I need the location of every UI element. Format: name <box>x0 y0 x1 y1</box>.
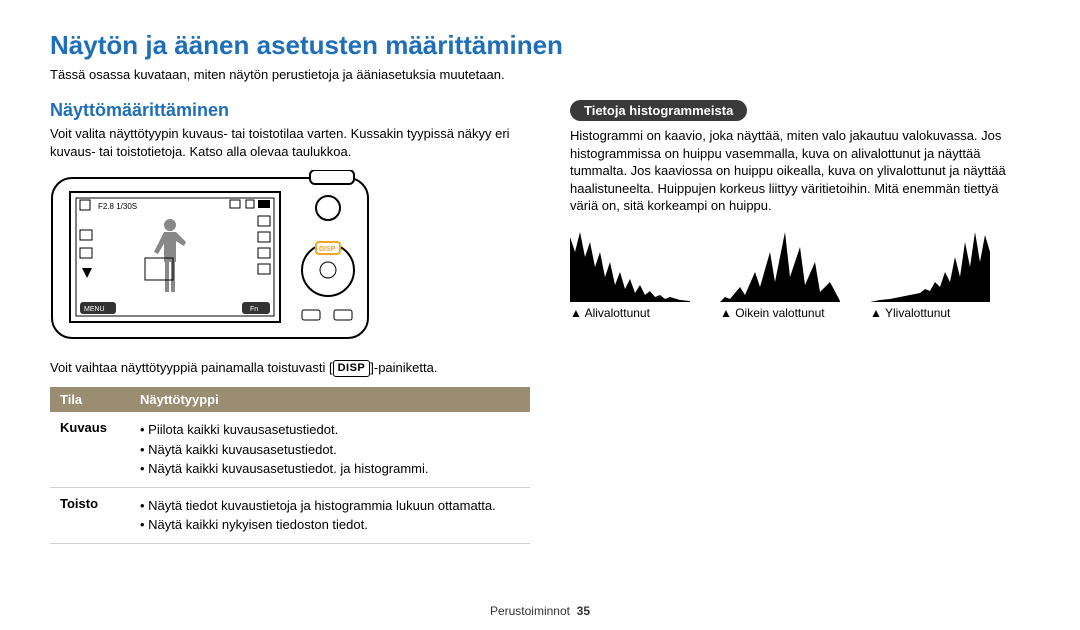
camera-svg: F2.8 1/30S <box>50 170 370 340</box>
histogram-over-svg <box>870 227 990 302</box>
table-row: Kuvaus Piilota kaikki kuvausasetustiedot… <box>50 412 530 487</box>
table-head-mode: Tila <box>50 387 130 412</box>
camera-disp-label: DISP <box>319 246 336 253</box>
histogram-over: ▲ Ylivalottunut <box>870 227 990 320</box>
page-intro: Tässä osassa kuvataan, miten näytön peru… <box>50 67 1030 82</box>
histogram-under-label: ▲ Alivalottunut <box>570 306 690 320</box>
two-column-layout: Näyttömäärittäminen Voit valita näyttöty… <box>50 100 1030 544</box>
table-type-cell: Piilota kaikki kuvausasetustiedot. Näytä… <box>130 412 530 487</box>
histogram-correct: ▲ Oikein valottunut <box>720 227 840 320</box>
histogram-correct-label: ▲ Oikein valottunut <box>720 306 840 320</box>
table-head-type: Näyttötyyppi <box>130 387 530 412</box>
switch-text-before: Voit vaihtaa näyttötyyppiä painamalla to… <box>50 360 333 375</box>
page-footer: Perustoiminnot 35 <box>0 604 1080 618</box>
histogram-row: ▲ Alivalottunut ▲ Oikein valottunut ▲ Yl… <box>570 227 1030 320</box>
display-type-table: Tila Näyttötyyppi Kuvaus Piilota kaikki … <box>50 387 530 544</box>
hist-label-text: Ylivalottunut <box>885 306 950 320</box>
camera-fn-label: Fn <box>250 306 258 313</box>
hist-label-text: Oikein valottunut <box>735 306 824 320</box>
switch-display-text: Voit vaihtaa näyttötyyppiä painamalla to… <box>50 359 530 377</box>
list-item: Näytä tiedot kuvaustietoja ja histogramm… <box>140 496 520 516</box>
histogram-description: Histogrammi on kaavio, joka näyttää, mit… <box>570 127 1030 215</box>
histogram-correct-svg <box>720 227 840 302</box>
right-column: Tietoja histogrammeista Histogrammi on k… <box>570 100 1030 544</box>
switch-text-after: ]-painiketta. <box>370 360 437 375</box>
list-item: Näytä kaikki kuvausasetustiedot. <box>140 440 520 460</box>
left-column: Näyttömäärittäminen Voit valita näyttöty… <box>50 100 530 544</box>
list-item: Näytä kaikki kuvausasetustiedot. ja hist… <box>140 459 520 479</box>
display-config-para: Voit valita näyttötyypin kuvaus- tai toi… <box>50 125 530 160</box>
list-item: Piilota kaikki kuvausasetustiedot. <box>140 420 520 440</box>
footer-section: Perustoiminnot <box>490 604 570 618</box>
histogram-under-svg <box>570 227 690 302</box>
table-mode-cell: Kuvaus <box>50 412 130 487</box>
display-config-heading: Näyttömäärittäminen <box>50 100 530 121</box>
histogram-over-label: ▲ Ylivalottunut <box>870 306 990 320</box>
footer-page-number: 35 <box>577 604 590 618</box>
list-item: Näytä kaikki nykyisen tiedoston tiedot. <box>140 515 520 535</box>
table-type-cell: Näytä tiedot kuvaustietoja ja histogramm… <box>130 487 530 543</box>
page-title: Näytön ja äänen asetusten määrittäminen <box>50 30 1030 61</box>
hist-label-text: Alivalottunut <box>585 306 650 320</box>
histogram-pill-heading: Tietoja histogrammeista <box>570 100 747 121</box>
camera-menu-label: MENU <box>84 306 105 313</box>
table-row: Toisto Näytä tiedot kuvaustietoja ja his… <box>50 487 530 543</box>
camera-illustration: F2.8 1/30S <box>50 170 530 345</box>
table-mode-cell: Toisto <box>50 487 130 543</box>
disp-key-icon: DISP <box>333 360 371 377</box>
camera-exposure-text: F2.8 1/30S <box>98 202 137 211</box>
histogram-under: ▲ Alivalottunut <box>570 227 690 320</box>
